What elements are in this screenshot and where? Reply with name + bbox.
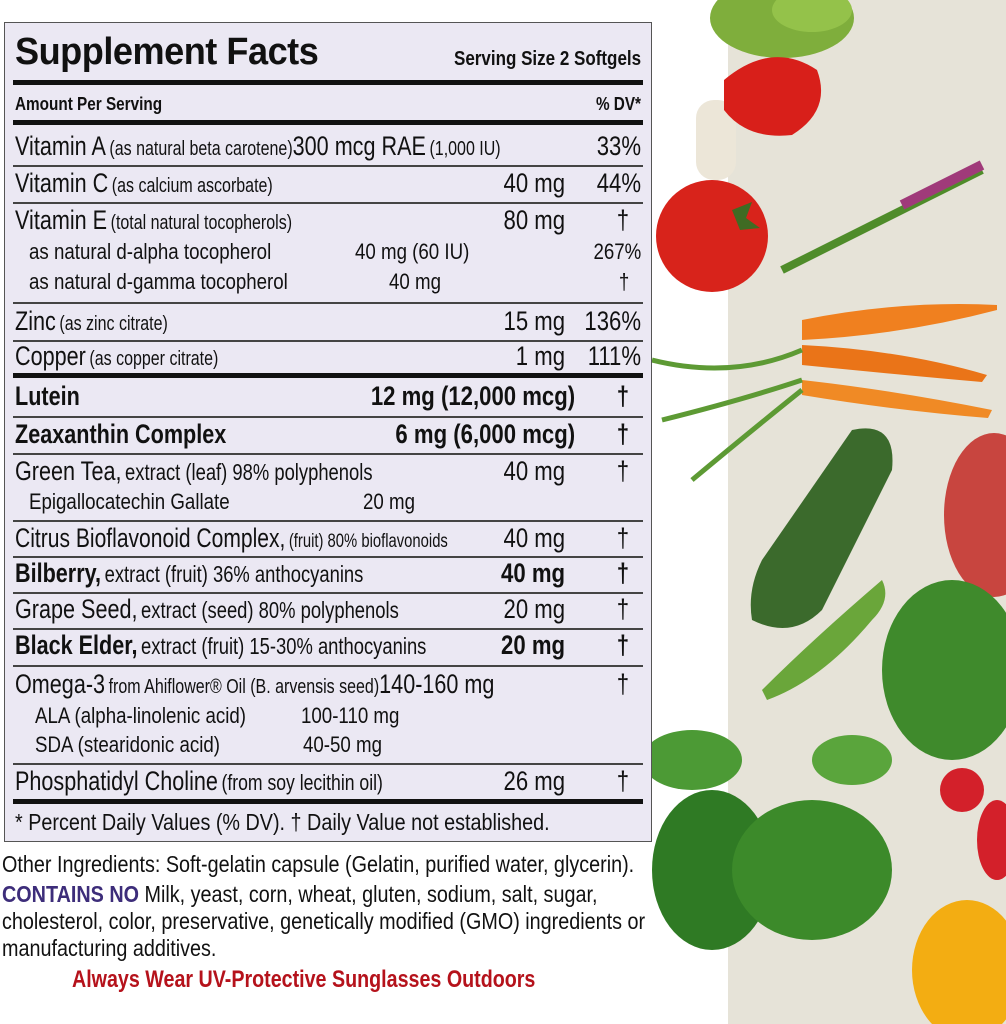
nutrient-amount: 1 mg <box>515 341 565 371</box>
nutrient-dv: † <box>616 594 629 624</box>
dv-header: % DV* <box>595 94 641 114</box>
sub-nutrient-amount: 100-110 mg <box>301 703 400 728</box>
nutrient-dv: † <box>616 419 629 449</box>
nutrient-amount: 12 mg (12,000 mcg) <box>370 381 575 411</box>
nutrient-name: Vitamin A (as natural beta carotene)300 … <box>15 131 501 161</box>
contains-no-line-3: manufacturing additives. <box>2 935 217 961</box>
yellow-pepper-image <box>912 900 1006 1024</box>
divider <box>13 202 643 204</box>
divider <box>13 302 643 304</box>
sub-nutrient-amount: 20 mg <box>363 489 415 514</box>
nutrient-dv: † <box>616 381 629 411</box>
sub-nutrient-name: as natural d-gamma tocopherol <box>29 269 288 294</box>
nutrient-name: Lutein <box>15 381 80 411</box>
divider <box>13 373 643 378</box>
nutrient-name: Bilberry, extract (fruit) 36% anthocyani… <box>15 558 364 588</box>
nutrient-amount: 40 mg <box>501 558 565 588</box>
serving-size: Serving Size 2 Softgels <box>453 48 641 70</box>
nutrient-amount: 40 mg <box>503 456 565 486</box>
nutrient-dv: 111% <box>587 341 641 371</box>
potato-image <box>944 433 1006 597</box>
divider <box>13 628 643 630</box>
nutrient-dv: † <box>616 523 629 553</box>
nutrient-dv: † <box>616 205 629 235</box>
divider <box>13 120 643 125</box>
contains-no-label: CONTAINS NO <box>2 881 139 907</box>
nutrient-dv: 136% <box>584 306 641 336</box>
divider <box>13 416 643 418</box>
nutrient-amount: 20 mg <box>501 630 565 660</box>
radish-image <box>940 768 1006 880</box>
lettuce-image <box>652 580 1006 950</box>
cucumber-image <box>750 428 893 628</box>
nutrient-amount: 40 mg <box>503 168 565 198</box>
broccoli-image <box>710 0 854 58</box>
divider <box>13 592 643 594</box>
other-ingredients: Other Ingredients: Soft-gelatin capsule … <box>2 851 635 877</box>
divider <box>13 80 643 85</box>
divider <box>13 340 643 342</box>
nutrient-dv: † <box>616 456 629 486</box>
divider <box>13 520 643 522</box>
vegetables-image <box>652 0 1006 1024</box>
nutrient-name: Citrus Bioflavonoid Complex, (fruit) 80%… <box>15 523 448 553</box>
nutrient-name: Omega-3 from Ahiflower® Oil (B. arvensis… <box>15 669 495 699</box>
tomato-image <box>656 180 768 292</box>
sub-nutrient-amount: 40 mg <box>389 269 441 294</box>
nutrient-dv: † <box>616 630 629 660</box>
nutrient-name: Black Elder, extract (fruit) 15-30% anth… <box>15 630 427 660</box>
nutrient-name: Zeaxanthin Complex <box>15 419 227 449</box>
warning-text: Always Wear UV-Protective Sunglasses Out… <box>72 966 536 993</box>
supplement-facts-panel: Supplement Facts Serving Size 2 Softgels… <box>4 22 652 842</box>
amount-per-serving-label: Amount Per Serving <box>15 94 163 114</box>
nutrient-amount: 80 mg <box>503 205 565 235</box>
sub-nutrient-amount: 40 mg (60 IU) <box>355 239 470 264</box>
divider <box>13 799 643 804</box>
nutrient-amount: 26 mg <box>503 766 565 796</box>
divider <box>13 453 643 455</box>
sub-nutrient-name: Epigallocatechin Gallate <box>29 489 230 514</box>
divider <box>13 665 643 667</box>
nutrient-name: Vitamin E (total natural tocopherols) <box>15 205 293 235</box>
sub-nutrient-dv: † <box>618 269 629 294</box>
contains-no-text: Milk, yeast, corn, wheat, gluten, sodium… <box>144 881 598 907</box>
divider <box>13 763 643 765</box>
red-pepper-image <box>724 57 822 136</box>
nutrient-name: Green Tea, extract (leaf) 98% polyphenol… <box>15 456 373 486</box>
nutrient-name: Copper (as copper citrate) <box>15 341 219 371</box>
nutrient-dv: 44% <box>596 168 641 198</box>
nutrient-amount: 40 mg <box>503 523 565 553</box>
nutrient-name: Zinc (as zinc citrate) <box>15 306 168 336</box>
nutrient-amount: 15 mg <box>503 306 565 336</box>
nutrient-amount: 20 mg <box>503 594 565 624</box>
onion-image <box>696 100 985 274</box>
footnote: * Percent Daily Values (% DV). † Daily V… <box>15 809 550 835</box>
divider <box>13 165 643 167</box>
nutrient-name: Phosphatidyl Choline (from soy lecithin … <box>15 766 383 796</box>
panel-title: Supplement Facts <box>15 31 319 73</box>
divider <box>13 556 643 558</box>
carrot-image <box>652 304 997 482</box>
nutrient-dv: 33% <box>596 131 641 161</box>
contains-no-line-2: cholesterol, color, preservative, geneti… <box>2 908 646 934</box>
nutrient-dv: † <box>616 766 629 796</box>
nutrient-dv: † <box>616 669 629 699</box>
sub-nutrient-amount: 40-50 mg <box>303 732 383 757</box>
nutrient-dv: † <box>616 558 629 588</box>
pea-pod-image <box>762 580 886 700</box>
nutrient-name: Grape Seed, extract (seed) 80% polypheno… <box>15 594 399 624</box>
contains-no: CONTAINS NO Milk, yeast, corn, wheat, gl… <box>2 883 597 906</box>
nutrient-amount: 6 mg (6,000 mcg) <box>395 419 575 449</box>
sub-nutrient-dv: 267% <box>593 239 641 264</box>
nutrient-name: Vitamin C (as calcium ascorbate) <box>15 168 273 198</box>
sub-nutrient-name: SDA (stearidonic acid) <box>35 732 221 757</box>
sub-nutrient-name: ALA (alpha-linolenic acid) <box>35 703 247 728</box>
sub-nutrient-name: as natural d-alpha tocopherol <box>29 239 272 264</box>
